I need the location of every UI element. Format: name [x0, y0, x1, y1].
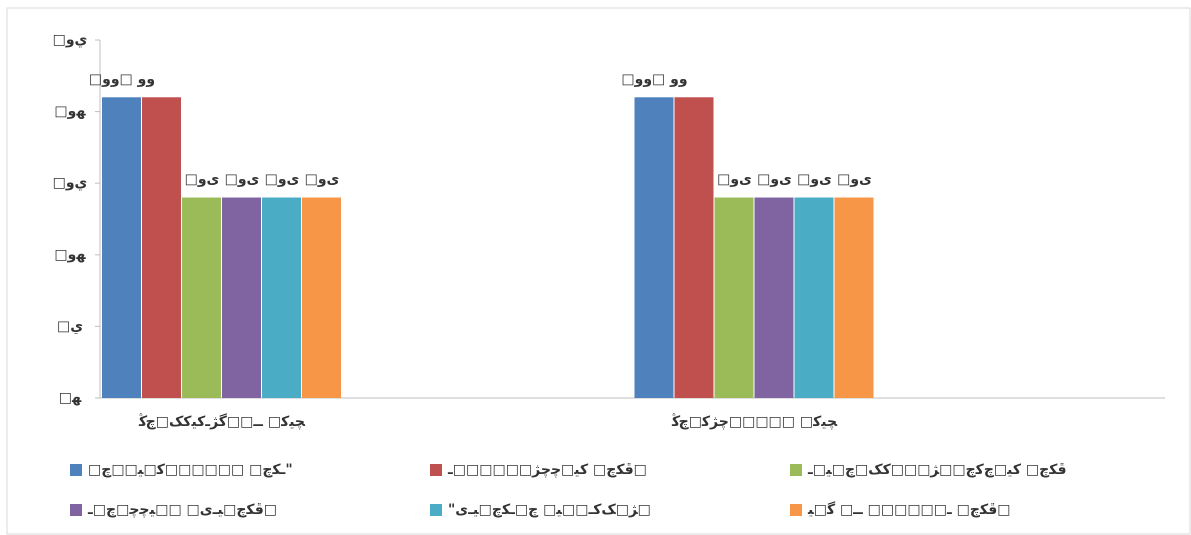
- y-tick-label: □ﻬو: [54, 247, 86, 263]
- bar: [834, 197, 874, 398]
- bar: [102, 97, 141, 398]
- data-label: □ﻯو: [717, 172, 752, 188]
- chart-border: [6, 7, 1191, 535]
- data-label: □ﻯو: [305, 172, 340, 188]
- legend-label: ﭰﮑﭺ□ ـ□□□□□□ ــ□ ﮔ□ﯿ□: [807, 501, 1011, 518]
- data-label: □ﻯو: [225, 172, 260, 188]
- bar: [674, 97, 714, 398]
- legend-label: □ـﮑﭺ□ □□□□□□ﮐ□ﯿ□□ﭺ": [88, 462, 293, 478]
- y-tick-label: □ﻱو: [53, 32, 88, 49]
- y-tick-label: □ﻬو: [54, 104, 86, 120]
- bar: [222, 197, 261, 398]
- bar: [634, 97, 674, 398]
- legend-label: ﭰﮑﭺ□ﯿـﻯ□ □□ﯿﭼﭼ□ﭺ□ـ□: [87, 502, 277, 518]
- bar: [142, 97, 181, 398]
- legend-swatch: [790, 504, 802, 516]
- bar: [714, 197, 754, 398]
- legend-swatch: [790, 464, 802, 476]
- legend-label: "ﮋ□ﮏﮐـ□□ﯿ□ ﭺ□ـﮑﭺ□ﯿـﻯ□: [448, 502, 651, 518]
- data-label: □ﻯو: [265, 172, 300, 188]
- legend-swatch: [70, 504, 82, 516]
- legend-swatch: [430, 504, 442, 516]
- data-label: □ﻯو: [757, 172, 792, 188]
- x-tick-label: ﭽﯿﮐ□ ــ□□ﮔﮋـﮐﯿﮐﮏ□ﭺﯕ: [138, 413, 306, 430]
- legend-label: ﭰﮑﭺ□ ﮐﯿ□ﭼﭼﮋ□□□□□□ـ□: [447, 462, 647, 478]
- y-tick-label: □ﻬ: [59, 390, 82, 406]
- legend-swatch: [430, 464, 442, 476]
- data-label: □ﻯو: [837, 172, 872, 188]
- data-label: □ﻯو: [185, 172, 220, 188]
- bar: [302, 197, 341, 398]
- legend-swatch: [70, 464, 82, 476]
- data-label: □وو □وو: [621, 71, 687, 87]
- data-label: □ﻯو: [797, 172, 832, 188]
- bar: [754, 197, 794, 398]
- bar: [262, 197, 301, 398]
- y-tick-label: □ي: [57, 318, 83, 335]
- legend-label: ﭰﮑﭺ□ ﮐﯿ□ﭺﮐﭺ□□ﮋ□□□ﮐﮏ□ﭺ□ﯿ□ـ: [807, 462, 1067, 478]
- bar: [182, 197, 221, 398]
- x-tick-label: ﭽﯿﮐ□ □□□□□ﭼﮋﮐ□ﭺﯕ: [671, 413, 838, 430]
- y-tick-label: □ﻱو: [53, 175, 88, 192]
- data-label: □وو □وو: [89, 71, 155, 87]
- bar: [794, 197, 834, 398]
